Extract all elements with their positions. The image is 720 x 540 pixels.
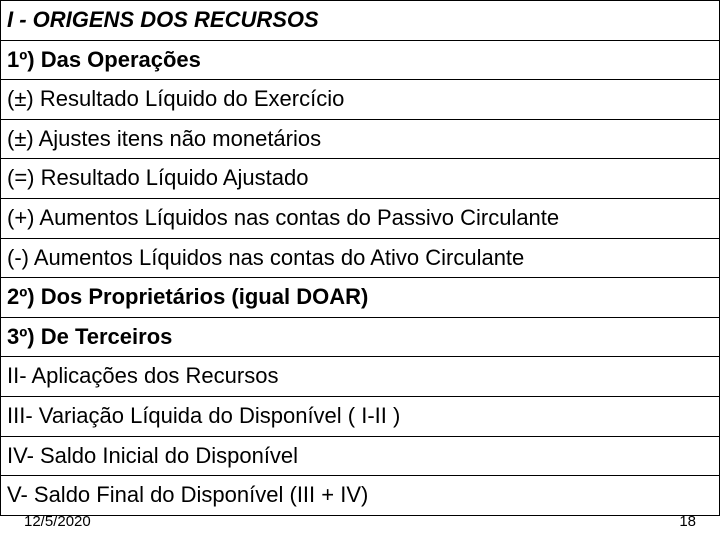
table-row: (+) Aumentos Líquidos nas contas do Pass…: [1, 198, 720, 238]
table-cell: (+) Aumentos Líquidos nas contas do Pass…: [1, 198, 720, 238]
table-row: II- Aplicações dos Recursos: [1, 357, 720, 397]
table-cell: 2º) Dos Proprietários (igual DOAR): [1, 278, 720, 318]
table-row: 1º) Das Operações: [1, 40, 720, 80]
table-row: 2º) Dos Proprietários (igual DOAR): [1, 278, 720, 318]
table-row: (±) Ajustes itens não monetários: [1, 119, 720, 159]
table-row: III- Variação Líquida do Disponível ( I-…: [1, 396, 720, 436]
footer: 12/5/2020 18: [0, 513, 720, 530]
table-cell: IV- Saldo Inicial do Disponível: [1, 436, 720, 476]
table-row: (-) Aumentos Líquidos nas contas do Ativ…: [1, 238, 720, 278]
table-cell: III- Variação Líquida do Disponível ( I-…: [1, 396, 720, 436]
table-cell: I - ORIGENS DOS RECURSOS: [1, 1, 720, 41]
table-cell: 3º) De Terceiros: [1, 317, 720, 357]
table-cell: (=) Resultado Líquido Ajustado: [1, 159, 720, 199]
table-cell: V- Saldo Final do Disponível (III + IV): [1, 476, 720, 516]
table-row: (=) Resultado Líquido Ajustado: [1, 159, 720, 199]
footer-page: 18: [679, 513, 696, 530]
footer-date: 12/5/2020: [24, 513, 91, 530]
table-row: IV- Saldo Inicial do Disponível: [1, 436, 720, 476]
table-row: (±) Resultado Líquido do Exercício: [1, 80, 720, 120]
table-cell: II- Aplicações dos Recursos: [1, 357, 720, 397]
table-row: 3º) De Terceiros: [1, 317, 720, 357]
table-cell: (-) Aumentos Líquidos nas contas do Ativ…: [1, 238, 720, 278]
resources-table: I - ORIGENS DOS RECURSOS1º) Das Operaçõe…: [0, 0, 720, 516]
table-body: I - ORIGENS DOS RECURSOS1º) Das Operaçõe…: [1, 1, 720, 516]
table-cell: 1º) Das Operações: [1, 40, 720, 80]
table-row: V- Saldo Final do Disponível (III + IV): [1, 476, 720, 516]
table-cell: (±) Ajustes itens não monetários: [1, 119, 720, 159]
table-row: I - ORIGENS DOS RECURSOS: [1, 1, 720, 41]
table-cell: (±) Resultado Líquido do Exercício: [1, 80, 720, 120]
